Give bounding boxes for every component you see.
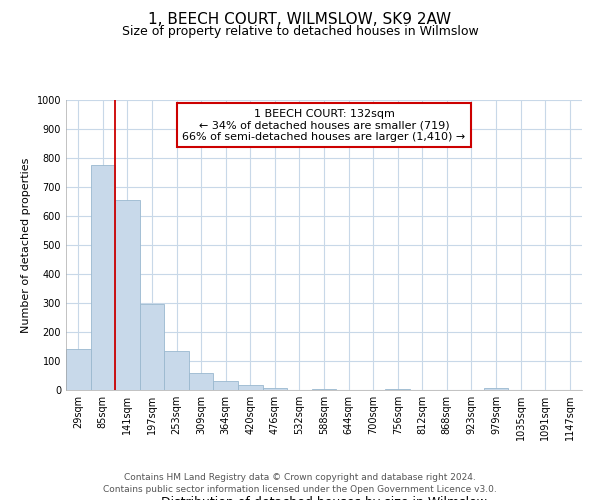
Bar [189,374,214,390]
Y-axis label: Number of detached properties: Number of detached properties [21,158,31,332]
Bar [263,388,287,390]
Bar [385,388,410,390]
Text: 1, BEECH COURT, WILMSLOW, SK9 2AW: 1, BEECH COURT, WILMSLOW, SK9 2AW [148,12,452,28]
Bar [91,166,115,390]
Text: Contains HM Land Registry data © Crown copyright and database right 2024.
Contai: Contains HM Land Registry data © Crown c… [103,472,497,494]
Text: 1 BEECH COURT: 132sqm
← 34% of detached houses are smaller (719)
66% of semi-det: 1 BEECH COURT: 132sqm ← 34% of detached … [182,108,466,142]
Bar [312,388,336,390]
Bar [484,388,508,390]
Bar [164,351,189,390]
Bar [115,200,140,390]
Bar [214,380,238,390]
Text: Size of property relative to detached houses in Wilmslow: Size of property relative to detached ho… [122,25,478,38]
X-axis label: Distribution of detached houses by size in Wilmslow: Distribution of detached houses by size … [161,496,487,500]
Bar [238,385,263,390]
Bar [140,304,164,390]
Bar [66,350,91,390]
